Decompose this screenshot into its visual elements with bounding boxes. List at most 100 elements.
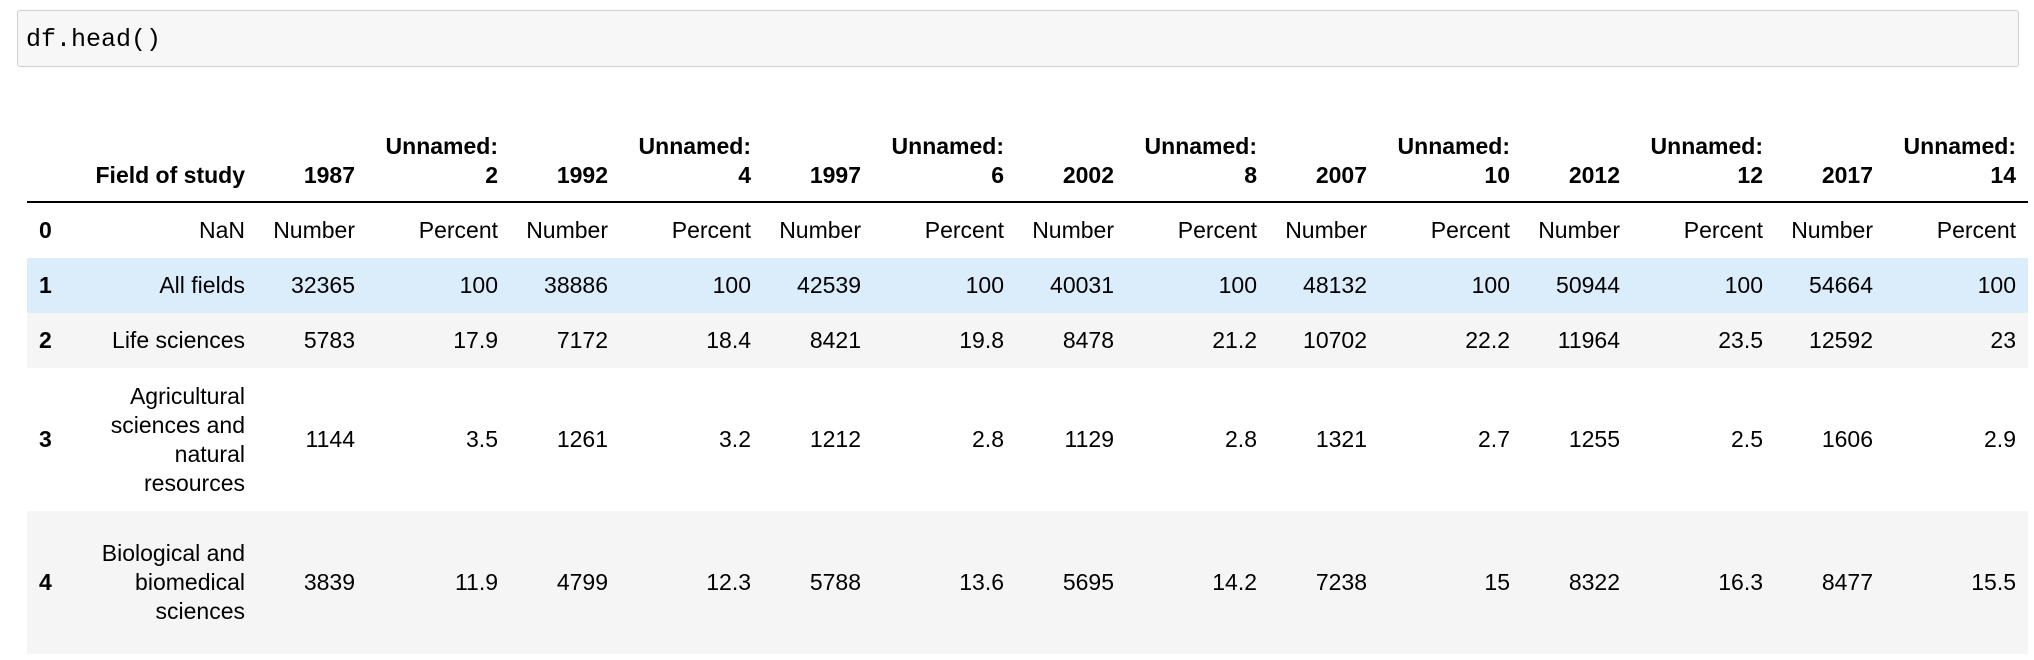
- table-cell: 1255: [1522, 368, 1632, 511]
- table-cell: 54664: [1775, 258, 1885, 313]
- row-index: 0: [27, 202, 62, 258]
- table-cell: 18.4: [620, 313, 763, 368]
- table-cell: 22.2: [1379, 313, 1522, 368]
- table-row: 4 Biological and biomedical sciences 383…: [27, 511, 2028, 654]
- code-text: df.head(): [26, 25, 162, 54]
- table-cell: 2.5: [1632, 368, 1775, 511]
- table-row-highlighted: 1 All fields 32365 100 38886 100 42539 1…: [27, 258, 2028, 313]
- table-cell: 1606: [1775, 368, 1885, 511]
- table-cell: 13.6: [873, 511, 1016, 654]
- table-cell: 42539: [763, 258, 873, 313]
- column-header: Unnamed: 8: [1126, 108, 1269, 203]
- table-cell: Agricultural sciences and natural resour…: [62, 368, 257, 511]
- table-cell: 2.7: [1379, 368, 1522, 511]
- column-header: 1992: [510, 108, 620, 203]
- column-header: Unnamed: 6: [873, 108, 1016, 203]
- table-cell: 10702: [1269, 313, 1379, 368]
- table-cell: Biological and biomedical sciences: [62, 511, 257, 654]
- table-cell: 15: [1379, 511, 1522, 654]
- table-cell: Number: [763, 202, 873, 258]
- table-cell: Percent: [1885, 202, 2028, 258]
- column-header: Unnamed: 2: [367, 108, 510, 203]
- table-cell: 11964: [1522, 313, 1632, 368]
- dataframe-output: Field of study 1987 Unnamed: 2 1992 Unna…: [27, 108, 2028, 654]
- table-cell: Number: [1016, 202, 1126, 258]
- table-row: 2 Life sciences 5783 17.9 7172 18.4 8421…: [27, 313, 2028, 368]
- table-cell: 17.9: [367, 313, 510, 368]
- table-cell: 100: [1126, 258, 1269, 313]
- table-cell: Percent: [1126, 202, 1269, 258]
- column-header: 1987: [257, 108, 367, 203]
- table-cell: 38886: [510, 258, 620, 313]
- table-cell: 50944: [1522, 258, 1632, 313]
- table-cell: 5783: [257, 313, 367, 368]
- index-header: [27, 108, 62, 203]
- column-header: Unnamed: 14: [1885, 108, 2028, 203]
- table-cell: 100: [873, 258, 1016, 313]
- table-cell: NaN: [62, 202, 257, 258]
- table-cell: 1129: [1016, 368, 1126, 511]
- dataframe-table: Field of study 1987 Unnamed: 2 1992 Unna…: [27, 108, 2028, 654]
- table-cell: Number: [1269, 202, 1379, 258]
- column-header: 2007: [1269, 108, 1379, 203]
- table-cell: Number: [257, 202, 367, 258]
- table-cell: 40031: [1016, 258, 1126, 313]
- table-cell: 8477: [1775, 511, 1885, 654]
- table-cell: 100: [1632, 258, 1775, 313]
- table-cell: 1321: [1269, 368, 1379, 511]
- table-cell: 2.9: [1885, 368, 2028, 511]
- table-cell: 19.8: [873, 313, 1016, 368]
- table-cell: 15.5: [1885, 511, 2028, 654]
- table-cell: Percent: [1632, 202, 1775, 258]
- table-row: 0 NaN Number Percent Number Percent Numb…: [27, 202, 2028, 258]
- table-row: 3 Agricultural sciences and natural reso…: [27, 368, 2028, 511]
- table-cell: 2.8: [873, 368, 1016, 511]
- table-cell: 8478: [1016, 313, 1126, 368]
- table-cell: 8421: [763, 313, 873, 368]
- table-cell: 32365: [257, 258, 367, 313]
- table-cell: 12.3: [620, 511, 763, 654]
- table-cell: 4799: [510, 511, 620, 654]
- table-cell: 14.2: [1126, 511, 1269, 654]
- table-cell: 100: [620, 258, 763, 313]
- table-cell: All fields: [62, 258, 257, 313]
- table-cell: Percent: [1379, 202, 1522, 258]
- table-cell: Number: [1775, 202, 1885, 258]
- table-cell: 48132: [1269, 258, 1379, 313]
- table-cell: 8322: [1522, 511, 1632, 654]
- column-header: 2017: [1775, 108, 1885, 203]
- table-cell: 1144: [257, 368, 367, 511]
- row-index: 4: [27, 511, 62, 654]
- table-cell: Percent: [873, 202, 1016, 258]
- table-cell: Percent: [620, 202, 763, 258]
- table-cell: 16.3: [1632, 511, 1775, 654]
- column-header: Unnamed: 4: [620, 108, 763, 203]
- table-cell: 7172: [510, 313, 620, 368]
- table-cell: 100: [1379, 258, 1522, 313]
- table-cell: Percent: [367, 202, 510, 258]
- table-cell: 7238: [1269, 511, 1379, 654]
- table-cell: Number: [510, 202, 620, 258]
- table-cell: 100: [1885, 258, 2028, 313]
- table-cell: 1261: [510, 368, 620, 511]
- code-input-cell[interactable]: df.head(): [17, 10, 2019, 67]
- column-header: Field of study: [62, 108, 257, 203]
- column-header: Unnamed: 10: [1379, 108, 1522, 203]
- column-header: 2012: [1522, 108, 1632, 203]
- table-cell: 3839: [257, 511, 367, 654]
- row-index: 2: [27, 313, 62, 368]
- table-cell: Number: [1522, 202, 1632, 258]
- table-cell: 3.5: [367, 368, 510, 511]
- table-cell: 3.2: [620, 368, 763, 511]
- table-cell: Life sciences: [62, 313, 257, 368]
- table-cell: 5695: [1016, 511, 1126, 654]
- table-cell: 1212: [763, 368, 873, 511]
- header-row: Field of study 1987 Unnamed: 2 1992 Unna…: [27, 108, 2028, 203]
- column-header: 1997: [763, 108, 873, 203]
- table-cell: 2.8: [1126, 368, 1269, 511]
- table-cell: 11.9: [367, 511, 510, 654]
- column-header: 2002: [1016, 108, 1126, 203]
- row-index: 1: [27, 258, 62, 313]
- table-cell: 100: [367, 258, 510, 313]
- column-header: Unnamed: 12: [1632, 108, 1775, 203]
